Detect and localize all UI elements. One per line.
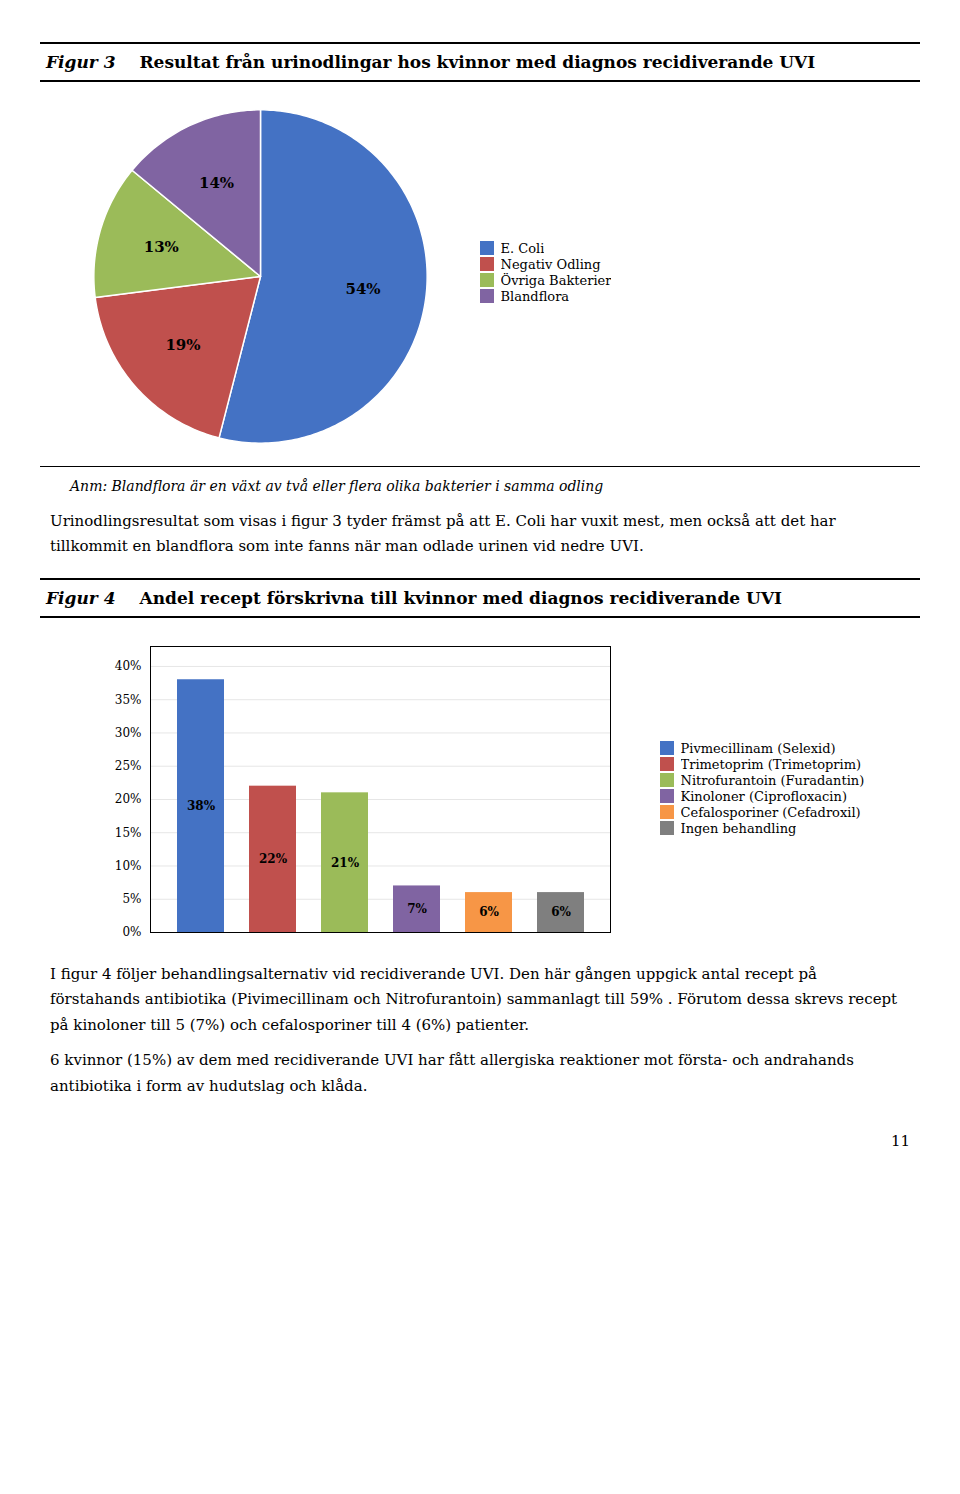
svg-text:35%: 35% [115,692,142,706]
svg-text:21%: 21% [331,855,360,869]
svg-text:10%: 10% [115,859,142,873]
svg-text:0%: 0% [122,925,141,939]
html-text:Nitrofurantoin (Furadantin): Nitrofurantoin (Furadantin) [680,772,865,788]
svg-text:20%: 20% [115,792,142,806]
svg-text:25%: 25% [115,759,142,773]
svg-text:19%: 19% [165,336,200,354]
html-text:Trimetoprim (Trimetoprim): Trimetoprim (Trimetoprim) [680,756,861,772]
svg-text:40%: 40% [115,659,142,673]
html-text:Kinoloner (Ciprofloxacin): Kinoloner (Ciprofloxacin) [680,788,847,804]
html-text:Resultat från urinodlingar hos: Resultat från urinodlingar hos kvinnor m… [139,52,816,72]
html-text:11: 11 [890,1132,910,1151]
html-text:Ingen behandling: Ingen behandling [680,820,797,836]
svg-text:38%: 38% [187,799,216,813]
html-text:Figur 4: Figur 4 [46,587,116,608]
html-text:E. Coli: E. Coli [500,240,545,256]
html-text:Cefalosporiner (Cefadroxil): Cefalosporiner (Cefadroxil) [680,804,861,820]
svg-text:22%: 22% [259,852,288,866]
html-text:Andel recept förskrivna till k: Andel recept förskrivna till kvinnor med… [139,587,782,608]
html-text:I figur 4 följer behandlingsal: I figur 4 följer behandlingsalternativ v… [50,964,898,1034]
svg-text:5%: 5% [122,892,141,906]
svg-text:7%: 7% [407,902,427,916]
html-text:Blandflora: Blandflora [500,288,570,304]
html-text:Urinodlingsresultat som visas: Urinodlingsresultat som visas i figur 3 … [50,511,836,556]
svg-text:6%: 6% [479,905,499,919]
html-text:Negativ Odling: Negativ Odling [500,256,601,272]
html-text:Anm: Blandflora är en växt av: Anm: Blandflora är en växt av två eller … [70,478,604,494]
svg-text:54%: 54% [345,280,380,298]
svg-text:14%: 14% [199,174,234,192]
svg-text:15%: 15% [115,825,142,839]
html-text:6 kvinnor (15%) av dem med rec: 6 kvinnor (15%) av dem med recidiverande… [50,1051,854,1095]
html-text:Pivmecillinam (Selexid): Pivmecillinam (Selexid) [680,740,836,756]
html-text:Övriga Bakterier: Övriga Bakterier [500,272,612,288]
svg-text:6%: 6% [551,905,571,919]
html-text:Figur 3: Figur 3 [46,52,116,72]
svg-text:13%: 13% [144,238,179,256]
svg-text:30%: 30% [115,726,142,740]
